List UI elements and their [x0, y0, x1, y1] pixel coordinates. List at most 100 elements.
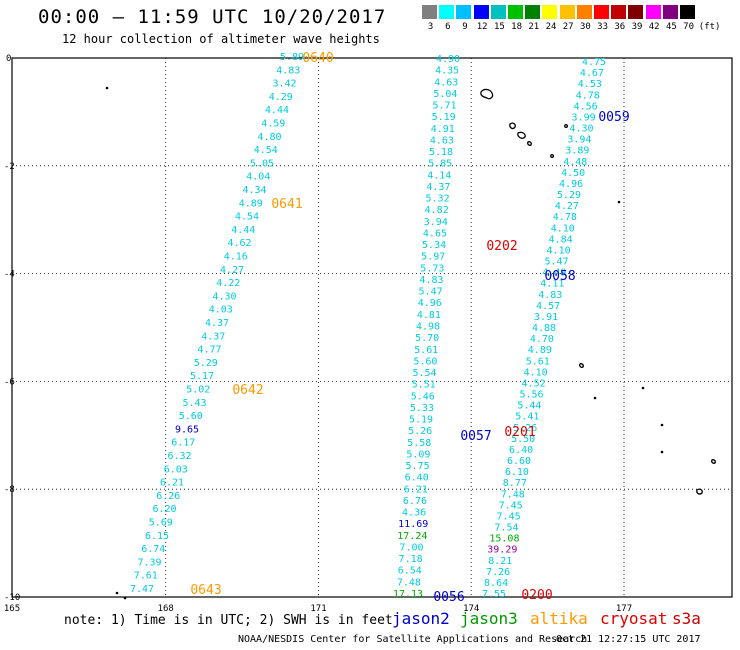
island-shape	[527, 141, 532, 146]
island-dot	[593, 396, 597, 400]
swh-value-label: 5.17	[190, 371, 214, 382]
swh-value-label: 5.61	[414, 345, 438, 356]
time-label: 0059	[598, 110, 629, 125]
swh-value-label: 5.44	[517, 401, 541, 412]
swh-value-label: 4.14	[427, 170, 451, 181]
swh-value-label: 9.65	[175, 424, 199, 435]
scale-label: 45	[665, 22, 677, 32]
swh-value-label: 5.60	[179, 411, 203, 422]
satellite-altika: altika	[530, 609, 588, 628]
swh-value-label: 7.45	[499, 500, 523, 511]
scale-swatch	[473, 5, 489, 19]
swh-value-label: 4.63	[430, 135, 454, 146]
swh-value-label: 4.63	[434, 77, 458, 88]
swh-value-label: 5.19	[432, 112, 456, 123]
swh-value-label: 4.62	[227, 238, 251, 249]
swh-value-label: 4.50	[561, 168, 585, 179]
swh-value-label: 5.56	[519, 390, 543, 401]
scale-swatch	[439, 5, 455, 19]
scale-swatch	[559, 5, 575, 19]
swh-value-label: 4.37	[205, 318, 229, 329]
swh-value-label: 6.76	[403, 496, 427, 507]
island-dot	[641, 386, 645, 390]
island-dot	[105, 86, 109, 90]
swh-value-label: 6.40	[405, 473, 429, 484]
scale-label: (ft)	[698, 22, 721, 32]
time-label: 0056	[433, 590, 464, 605]
swh-value-label: 3.94	[424, 217, 448, 228]
swh-value-label: 6.26	[156, 491, 180, 502]
swh-value-label: 4.44	[265, 105, 289, 116]
scale-label: 9	[462, 22, 468, 32]
swh-value-label: 11.69	[398, 519, 428, 530]
swh-value-label: 4.59	[261, 119, 285, 130]
y-tick-label: -10	[4, 593, 20, 603]
swh-value-label: 6.17	[171, 438, 195, 449]
swh-value-label: 4.65	[423, 228, 447, 239]
swh-value-label: 4.54	[254, 145, 278, 156]
swh-value-label: 39.29	[487, 545, 517, 556]
scale-swatch	[490, 5, 506, 19]
swh-value-label: 7.18	[399, 554, 423, 565]
scale-label: 42	[648, 22, 660, 32]
swh-value-label: 15.08	[489, 534, 519, 545]
swh-value-label: 4.22	[216, 278, 240, 289]
swh-value-label: 4.37	[201, 331, 225, 342]
scale-label: 3	[427, 22, 434, 32]
swh-value-label: 4.83	[419, 275, 443, 286]
time-label: 0200	[521, 588, 552, 603]
swh-value-label: 5.09	[406, 449, 430, 460]
swh-value-label: 4.91	[431, 124, 455, 135]
swh-value-label: 5.73	[420, 263, 444, 274]
swh-value-label: 5.69	[149, 518, 173, 529]
swh-value-label: 7.55	[482, 589, 506, 600]
swh-value-label: 4.10	[547, 245, 571, 256]
swh-value-label: 4.57	[536, 301, 560, 312]
x-tick-label: 168	[158, 604, 174, 614]
swh-value-label: 5.26	[513, 423, 537, 434]
island-dot	[660, 423, 664, 427]
swh-value-label: 5.50	[511, 434, 535, 445]
scale-swatch	[422, 5, 437, 19]
scale-label: 6	[445, 22, 451, 32]
map-frame	[11, 57, 733, 598]
swh-value-label: 5.41	[515, 412, 539, 423]
swh-value-label: 7.39	[137, 557, 161, 568]
swh-value-label: 7.54	[494, 523, 518, 534]
satellite-jason2: jason2	[392, 609, 450, 628]
swh-value-label: 4.81	[417, 310, 441, 321]
swh-value-label: 4.53	[578, 79, 602, 90]
swh-value-label: 8.21	[488, 556, 512, 567]
swh-value-label: 3.99	[572, 112, 596, 123]
scale-label: 18	[511, 22, 523, 32]
swh-value-label: 5.29	[557, 190, 581, 201]
swh-value-label: 6.60	[507, 456, 531, 467]
generation-timestamp: Oct 21 12:27:15 UTC 2017	[556, 634, 701, 645]
swh-value-label: 7.26	[486, 567, 510, 578]
scale-swatch	[456, 5, 472, 19]
swh-value-label: 4.83	[538, 290, 562, 301]
swh-value-label: 5.97	[421, 252, 445, 263]
scale-swatch	[525, 5, 541, 19]
swh-value-label: 6.03	[164, 464, 188, 475]
island-dot	[660, 450, 664, 454]
swh-value-label: 4.78	[576, 90, 600, 101]
swh-value-label: 4.35	[435, 66, 459, 77]
island-shape	[517, 131, 526, 139]
scale-label: 21	[528, 22, 540, 32]
scale-swatch	[662, 5, 678, 19]
swh-value-label: 4.10	[524, 367, 548, 378]
island-shape	[711, 459, 716, 464]
swh-value-label: 4.80	[257, 132, 281, 143]
swh-value-label: 5.54	[412, 368, 436, 379]
swh-value-label: 5.89	[280, 52, 304, 63]
swh-value-label: 5.46	[411, 391, 435, 402]
swh-value-label: 5.70	[415, 333, 439, 344]
scale-swatch	[680, 5, 695, 19]
scale-label: 15	[493, 22, 505, 32]
scale-label: 33	[597, 22, 609, 32]
x-tick-label: 165	[4, 604, 20, 614]
swh-value-label: 4.44	[231, 225, 255, 236]
swh-value-label: 4.75	[582, 57, 606, 68]
